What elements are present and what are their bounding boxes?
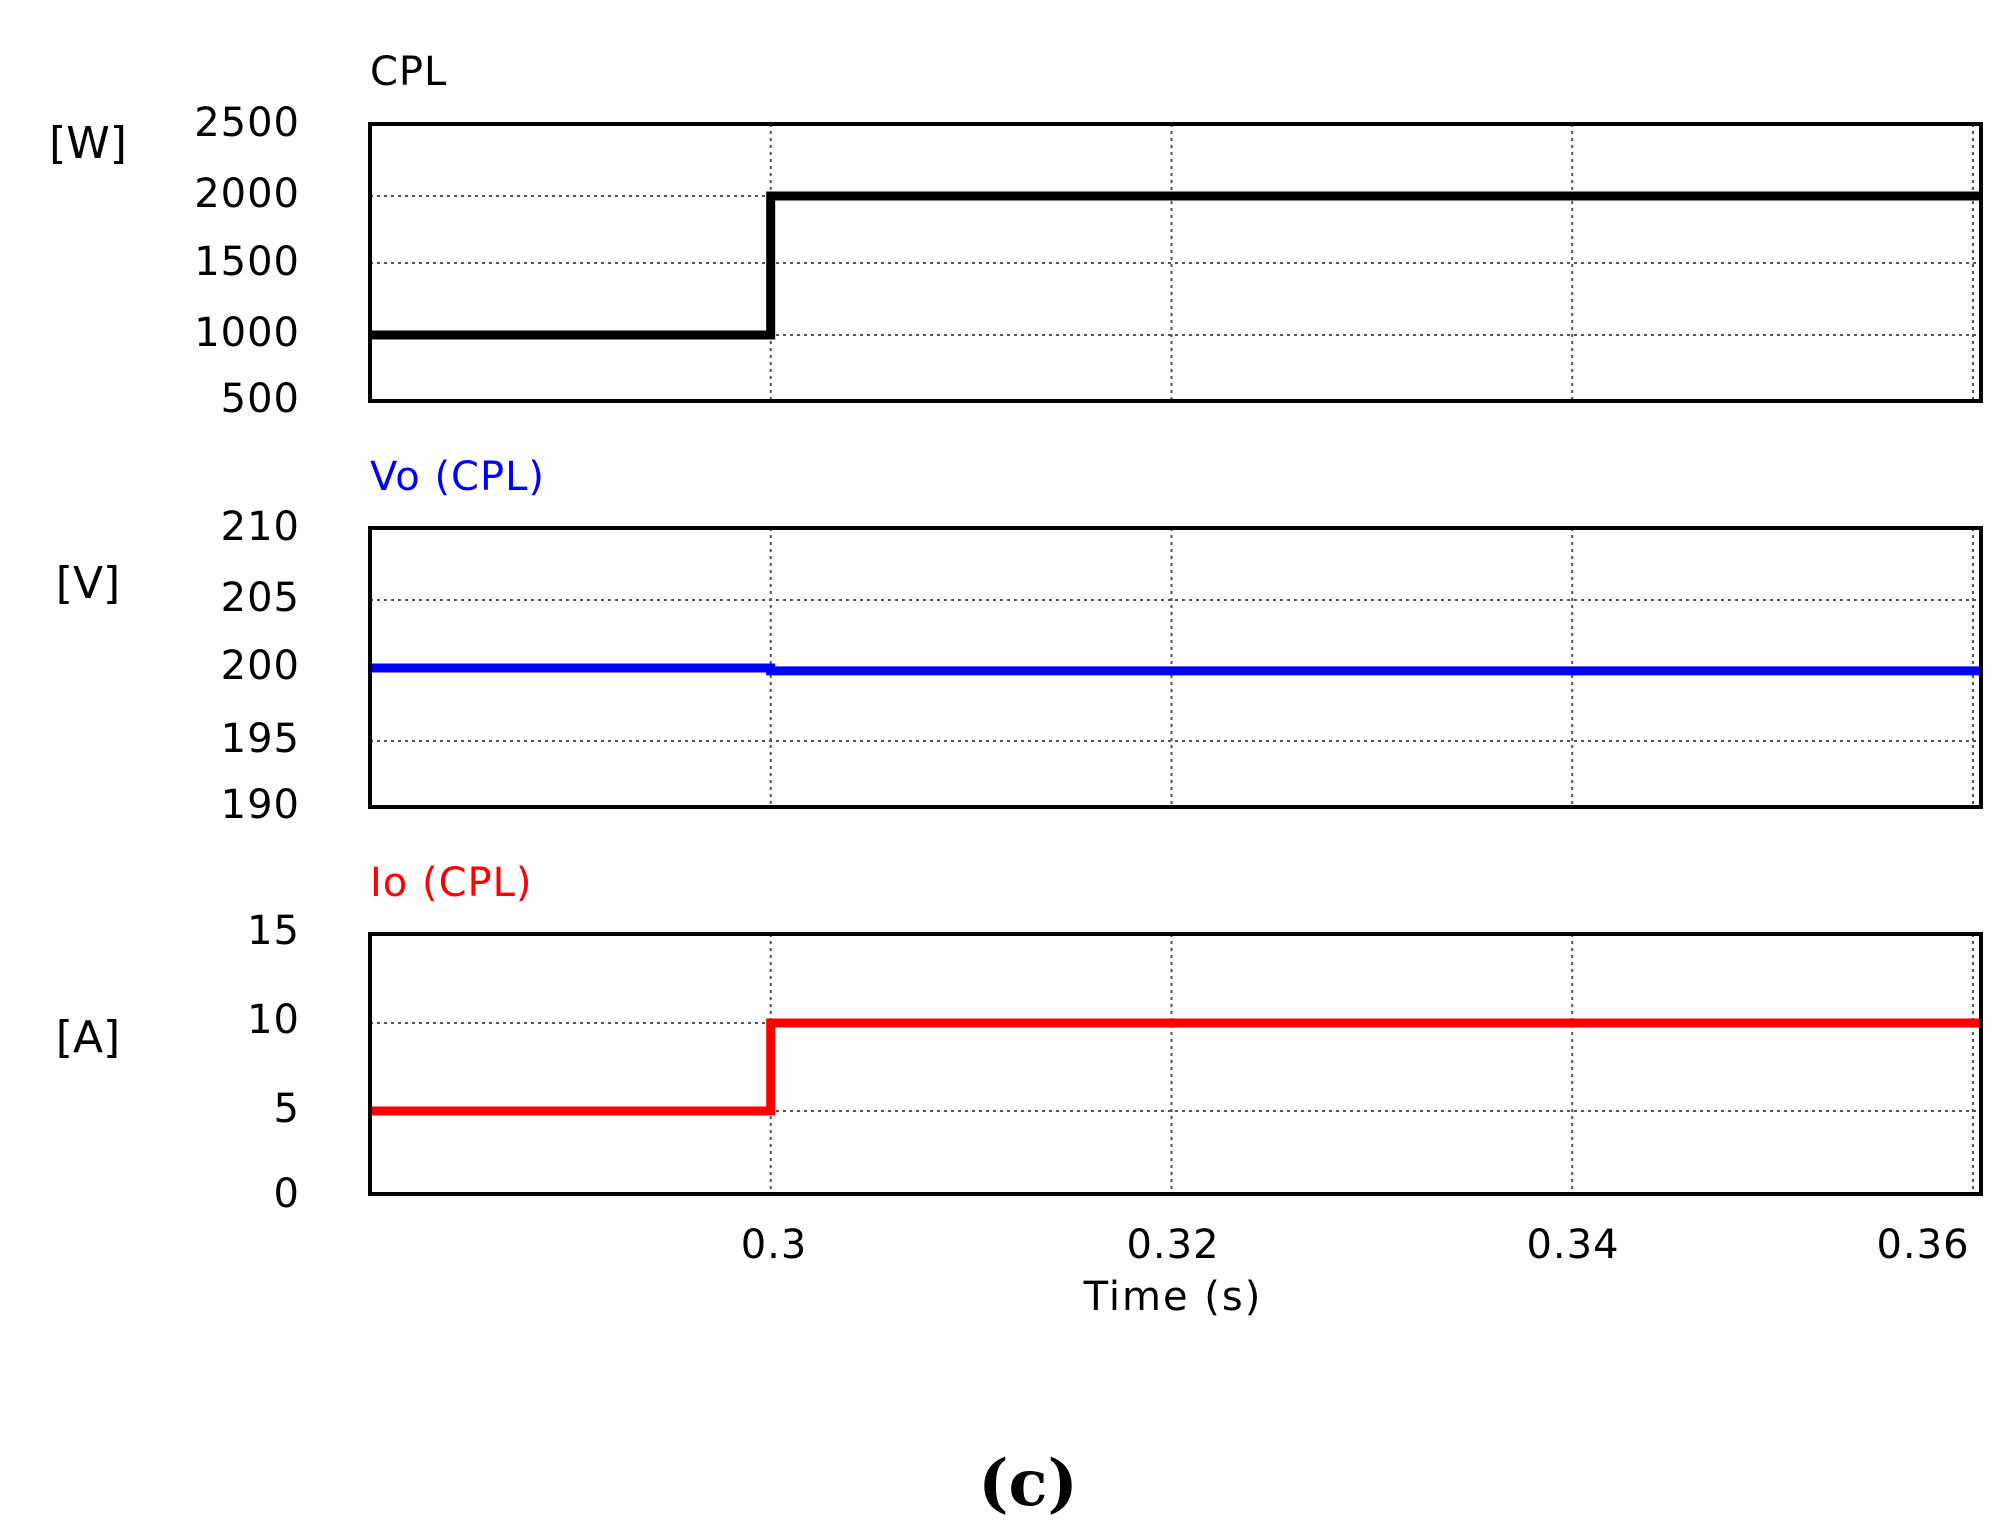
- panel-1-unit: [W]: [49, 118, 127, 169]
- panel-3-title: Io (CPL): [370, 860, 533, 906]
- panel-3-series-line: [370, 1018, 1981, 1116]
- panel-2-title: Vo (CPL): [370, 454, 545, 500]
- x-axis-label: Time (s): [1083, 1274, 1263, 1320]
- panel-3-ytick-2: 5: [274, 1086, 300, 1132]
- panel-3-ytick-3: 0: [274, 1171, 300, 1217]
- panel-2-frame: [368, 526, 1983, 809]
- xtick-0: 0.3: [741, 1222, 808, 1268]
- panel-cpl-power: CPL [W] 2500 2000 1500 1000 500: [49, 49, 1983, 422]
- panel-3-unit: [A]: [56, 1012, 120, 1063]
- panel-1-grid: [370, 124, 1981, 401]
- panel-2-ytick-1: 205: [221, 575, 300, 621]
- panel-vo-cpl: Vo (CPL) [V] 210 205 200 195 190: [56, 454, 1983, 828]
- panel-2-ytick-3: 195: [221, 716, 300, 762]
- panel-2-series-line: [370, 663, 1981, 676]
- xtick-1: 0.32: [1126, 1222, 1219, 1268]
- panel-2-unit: [V]: [56, 558, 120, 609]
- panel-3-ytick-0: 15: [247, 908, 300, 954]
- figure-caption: (c): [978, 1446, 1078, 1521]
- panel-2-ytick-4: 190: [221, 782, 300, 828]
- panel-3-frame: [368, 932, 1983, 1196]
- panel-1-ytick-2: 1500: [194, 239, 300, 285]
- panel-2-ytick-0: 210: [221, 504, 300, 550]
- panel-1-ytick-1: 2000: [194, 171, 300, 217]
- panel-1-ytick-3: 1000: [194, 310, 300, 356]
- panel-io-cpl: Io (CPL) [A] 15 10 5 0: [56, 860, 1983, 1217]
- xtick-2: 0.34: [1526, 1222, 1619, 1268]
- panel-3-grid: [370, 934, 1981, 1194]
- panel-1-series-line: [370, 191, 1981, 340]
- xtick-3: 0.36: [1876, 1222, 1969, 1268]
- panel-2-ytick-2: 200: [221, 643, 300, 689]
- panel-1-frame: [368, 122, 1983, 403]
- panel-1-ytick-4: 500: [221, 376, 300, 422]
- panel-1-title: CPL: [370, 49, 447, 95]
- panel-1-ytick-0: 2500: [194, 100, 300, 146]
- x-axis: 0.3 0.32 0.34 0.36 Time (s): [741, 1222, 1969, 1320]
- panel-3-ytick-1: 10: [247, 997, 300, 1043]
